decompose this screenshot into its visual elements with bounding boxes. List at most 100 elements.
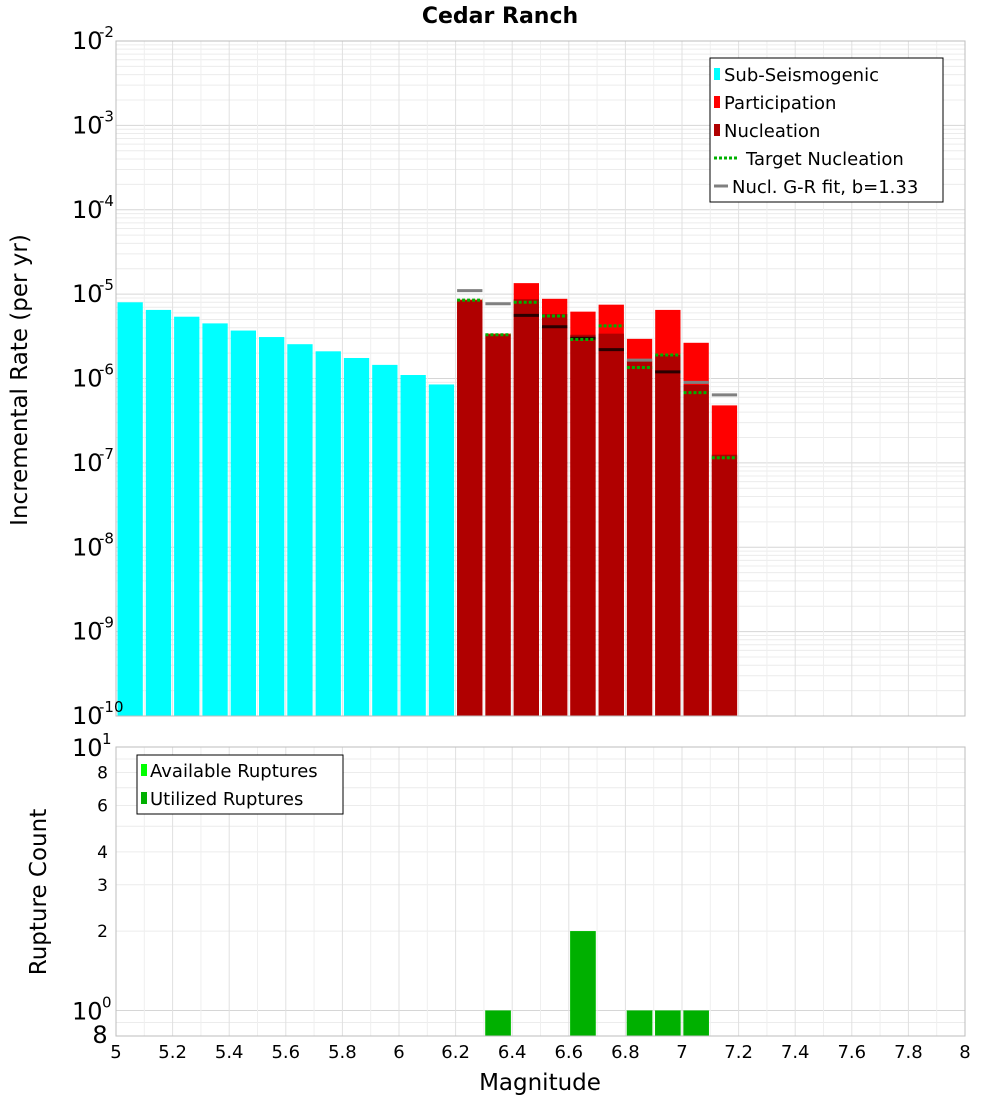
x-tick-label: 8 <box>959 1042 970 1063</box>
chart-legends: Sub-Seismogenic Participation Nucleation Ta… <box>136 57 944 815</box>
bottom-y-axis-label: Rupture Count <box>26 809 52 975</box>
top-y-tick-base: 10 <box>72 533 103 561</box>
nucleation-bar <box>570 334 596 716</box>
top-legend-item: Nucleation <box>714 121 820 142</box>
top-legend-swatch <box>714 68 720 80</box>
sub-seismogenic-bar <box>174 316 200 716</box>
bottom-y-decade-exponent: 0 <box>102 993 112 1011</box>
top-legend-item: Nucl. G-R fit, b=1.33 <box>714 177 918 198</box>
top-legend-box <box>709 57 944 203</box>
top-y-tick-label: 10-6 <box>72 361 114 393</box>
bottom-legend-swatch <box>141 792 147 804</box>
sub-seismogenic-bar <box>287 344 313 716</box>
top-y-tick-label: 10-4 <box>72 192 114 224</box>
utilized-ruptures-bar <box>570 931 596 1036</box>
x-tick-label: 5.4 <box>215 1042 244 1063</box>
top-y-tick-base: 10 <box>72 702 103 730</box>
bottom-plot-axes <box>115 746 966 1037</box>
x-tick-label: 6.2 <box>441 1042 470 1063</box>
top-y-tick-label: 10-7 <box>72 445 114 477</box>
bottom-legend-box <box>136 754 344 815</box>
top-y-tick-label: 10-8 <box>72 529 114 561</box>
x-tick-label: 5.2 <box>158 1042 187 1063</box>
top-legend-item: Participation <box>714 93 836 114</box>
top-y-tick-base: 10 <box>72 196 103 224</box>
sub-seismogenic-bar <box>259 337 285 716</box>
x-tick-label: 5.6 <box>271 1042 300 1063</box>
nucleation-bar <box>711 454 738 716</box>
sub-seismogenic-bar <box>315 351 341 716</box>
top-y-tick-base: 10 <box>72 618 103 646</box>
top-y-tick-base: 10 <box>72 449 103 477</box>
bottom-y-tick-label: 4 <box>97 843 108 863</box>
top-y-tick-base: 10 <box>72 27 103 55</box>
sub-seismogenic-bar <box>428 384 455 716</box>
top-plot-lines <box>457 289 738 460</box>
chart-text: 10-1010-910-810-710-610-510-410-310-2234… <box>7 4 971 1096</box>
top-y-tick-label: 10-2 <box>72 23 114 55</box>
nucleation-bar <box>485 334 511 716</box>
top-legend-label: Nucl. G-R fit, b=1.33 <box>732 177 918 198</box>
x-axis-label: Magnitude <box>479 1070 601 1096</box>
top-plot-frame <box>115 40 966 717</box>
nucleation-bar <box>683 384 709 716</box>
top-y-tick-exponent: -2 <box>99 23 114 41</box>
top-legend-label: Sub-Seismogenic <box>724 65 879 86</box>
x-tick-label: 7.8 <box>894 1042 923 1063</box>
top-y-tick-label: 10-9 <box>72 614 114 646</box>
top-y-tick-exponent: -5 <box>99 276 114 294</box>
x-tick-label: 7.2 <box>724 1042 753 1063</box>
bottom-y-tick-label: 8 <box>97 764 108 784</box>
top-y-tick-exponent: -6 <box>99 361 114 379</box>
utilized-ruptures-bar <box>626 1010 653 1036</box>
sub-seismogenic-bar <box>202 323 228 716</box>
top-y-tick-base: 10 <box>72 280 103 308</box>
top-y-tick-label: 10-3 <box>72 107 114 139</box>
bottom-y-tick-label: 6 <box>97 796 108 816</box>
top-y-tick-exponent: -4 <box>99 192 114 210</box>
sub-seismogenic-bar <box>372 364 398 716</box>
top-y-tick-exponent: -9 <box>99 614 114 632</box>
top-y-tick-exponent: -7 <box>99 445 114 463</box>
bottom-legend-label: Available Ruptures <box>150 761 318 782</box>
top-legend-label: Nucleation <box>724 121 820 142</box>
utilized-ruptures-bar <box>655 1010 681 1036</box>
top-y-tick-exponent: -3 <box>99 107 114 125</box>
x-tick-label: 7 <box>676 1042 687 1063</box>
top-plot-axes <box>115 40 966 717</box>
nucleation-bar <box>457 300 483 716</box>
bottom-legend-item: Utilized Ruptures <box>141 789 303 810</box>
bottom-y-decade-base: 10 <box>72 997 103 1025</box>
bottom-legend-swatch <box>141 764 147 776</box>
x-tick-label: 5.8 <box>328 1042 357 1063</box>
bottom-plot-bars <box>485 931 709 1036</box>
top-legend-swatch <box>714 96 720 108</box>
top-legend-label: Target Nucleation <box>745 149 904 170</box>
sub-seismogenic-bar <box>343 357 370 716</box>
top-legend-swatch <box>714 124 720 136</box>
bottom-y-decade-label: 10 0 <box>72 993 112 1025</box>
x-tick-label: 6.4 <box>498 1042 527 1063</box>
nucleation-bar <box>598 333 624 716</box>
top-y-tick-base: 10 <box>72 365 103 393</box>
sub-seismogenic-bar <box>230 330 256 716</box>
bottom-y-decade-exponent: 1 <box>102 730 112 748</box>
nucleation-bar <box>626 361 653 716</box>
nucleation-bar <box>542 314 568 716</box>
bottom-y-tick-label: 3 <box>97 876 108 896</box>
top-y-tick-exponent: -10 <box>99 698 124 716</box>
sub-seismogenic-bar <box>117 302 143 716</box>
x-tick-label: 6.8 <box>611 1042 640 1063</box>
top-y-tick-exponent: -8 <box>99 529 114 547</box>
chart-title: Cedar Ranch <box>422 4 578 29</box>
bottom-plot-frame <box>115 746 966 1037</box>
nucleation-bar <box>513 299 539 716</box>
top-legend-item: Target Nucleation <box>714 149 904 170</box>
utilized-ruptures-bar <box>683 1010 709 1036</box>
x-tick-label: 7.6 <box>837 1042 866 1063</box>
bottom-y-decade-base: 10 <box>72 734 103 762</box>
top-legend-label: Participation <box>724 93 836 114</box>
top-y-tick-label: 10-10 <box>72 698 124 730</box>
x-tick-label: 6.6 <box>554 1042 583 1063</box>
